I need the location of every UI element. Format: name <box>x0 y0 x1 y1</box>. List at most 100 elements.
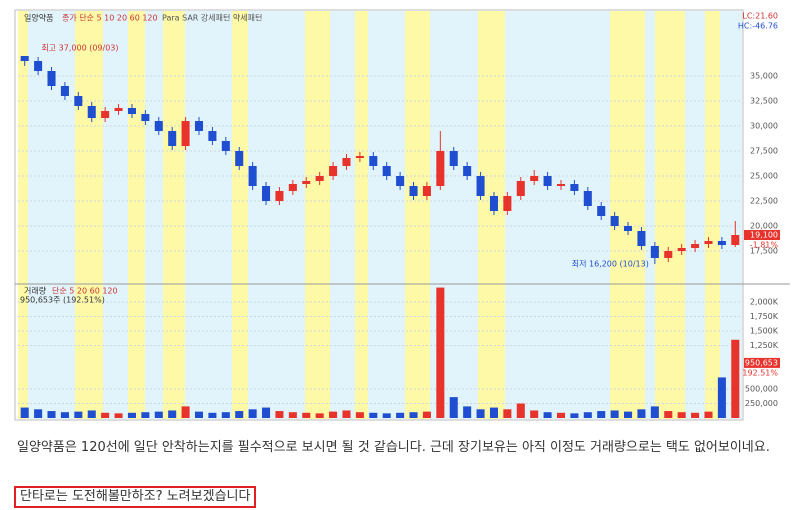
band <box>478 11 505 419</box>
ratio-label: 192.51% <box>742 368 778 377</box>
candle-body <box>315 176 324 181</box>
volume-bar <box>329 411 338 418</box>
candle-body <box>208 131 217 141</box>
volume-bar <box>610 410 619 418</box>
volume-bar <box>208 412 217 418</box>
volume-bar <box>449 397 458 418</box>
volume-bar <box>650 406 659 418</box>
volume-bar <box>476 409 485 418</box>
candle-body <box>610 216 619 226</box>
candle-body <box>731 235 740 245</box>
volume-bar <box>60 412 69 418</box>
candle-body <box>677 248 686 251</box>
volume-bar <box>409 412 418 418</box>
candle-body <box>127 108 136 114</box>
candle-body <box>114 108 123 111</box>
candle-body <box>194 121 204 131</box>
volume-bar <box>597 411 606 418</box>
candle-body <box>60 86 69 96</box>
panel-title: 일양약품 <box>24 13 53 23</box>
band <box>610 11 645 419</box>
candle-body <box>691 244 700 248</box>
y-tick-label: 1,500K <box>750 327 779 336</box>
subtitle: 950,653주 (192.51%) <box>20 296 105 305</box>
volume-bar <box>302 412 311 418</box>
volume-bar <box>141 412 150 418</box>
volume-bar <box>516 403 525 418</box>
volume-bar <box>530 410 539 418</box>
y-tick-label: 17,500 <box>750 247 778 256</box>
candle-body <box>624 226 633 231</box>
candle-body <box>556 184 566 186</box>
volume-bar <box>717 377 726 418</box>
volume-bar <box>704 411 713 418</box>
volume-bar <box>221 412 230 418</box>
candle-body <box>650 246 659 258</box>
y-tick-label: 20,000 <box>750 222 778 231</box>
y-tick-label: 1,250K <box>750 341 779 350</box>
volume-bar <box>20 407 29 418</box>
candle-body <box>369 156 378 166</box>
candle-body <box>704 241 713 244</box>
band <box>163 11 185 419</box>
volume-bar <box>181 406 190 418</box>
volume-bar <box>235 411 244 418</box>
band <box>128 11 145 419</box>
volume-bar <box>677 412 686 418</box>
candle-body <box>530 176 539 181</box>
change-label: -1.81% <box>750 241 779 250</box>
volume-bar <box>463 406 472 418</box>
band <box>405 11 430 419</box>
candle-body <box>489 196 498 211</box>
volume-bar <box>556 412 566 418</box>
volume-bar <box>168 410 177 418</box>
band <box>355 11 368 419</box>
lc-label: LC:21.60 <box>742 12 778 21</box>
candle-body <box>717 241 726 245</box>
y-tick-label: 27,500 <box>750 147 778 156</box>
hc-label: HC:-46.76 <box>738 22 778 31</box>
candle-body <box>449 151 458 166</box>
candle-body <box>476 176 485 196</box>
volume-bar <box>691 412 700 418</box>
legend: 종가 단순 5 10 20 60 120 <box>62 13 158 23</box>
candle-body <box>329 166 338 176</box>
volume-bar <box>396 412 405 418</box>
candle-body <box>436 151 445 186</box>
highlight-text: 단타로는 도전해볼만하조? 노려보겠습니다 <box>14 486 257 508</box>
candle-body <box>664 251 673 258</box>
band <box>75 11 103 419</box>
y-tick-label: 32,500 <box>750 97 778 106</box>
panel-title: 거래량 <box>24 286 47 296</box>
volume-bar <box>248 409 257 418</box>
volume-bar <box>664 411 673 418</box>
volume-bar <box>503 409 512 418</box>
candle-body <box>463 166 472 176</box>
candle-body <box>74 96 83 106</box>
chart: 35,000 32,500 30,000 27,500 25,000 22,500 20,0… <box>14 9 790 421</box>
y-tick-label: 500,000 <box>745 385 778 394</box>
volume-bar <box>422 411 431 418</box>
candle-body <box>154 121 163 131</box>
candle-body <box>355 156 364 158</box>
band <box>705 11 720 419</box>
y-tick-label: 250,000 <box>745 399 778 408</box>
y-tick-label: 1,750K <box>750 312 779 321</box>
volume-bar <box>637 409 646 418</box>
candle-body <box>262 186 271 201</box>
candle-body <box>583 191 592 206</box>
volume-bar <box>731 339 740 418</box>
band <box>18 11 28 419</box>
price-label: 19,100 <box>750 231 778 240</box>
volume-bar <box>624 411 633 418</box>
candle-body <box>396 176 405 186</box>
candle-body <box>34 61 43 71</box>
low-annotation: 최저 16,200 (10/13) <box>572 259 649 269</box>
candle-body <box>181 121 190 146</box>
volume-bar <box>489 407 498 418</box>
volume-bar <box>87 410 96 418</box>
volume-bar <box>543 412 552 418</box>
volume-bar <box>369 412 378 418</box>
volume-bar <box>288 412 297 418</box>
